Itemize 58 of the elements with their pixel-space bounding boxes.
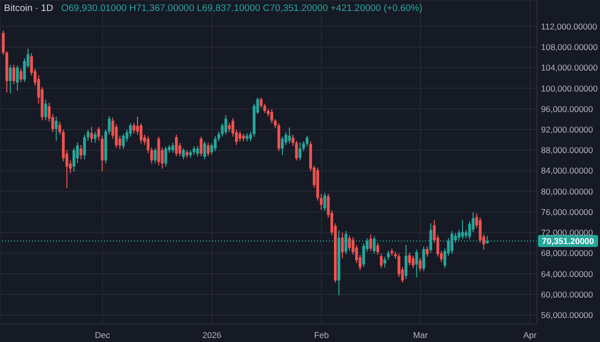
candlestick [461, 220, 464, 240]
x-tick-label: Feb [314, 330, 330, 340]
candlestick [288, 126, 291, 144]
candlestick [54, 116, 58, 142]
candlestick [196, 145, 199, 157]
y-tick-label: 68,000.00000 [541, 248, 594, 258]
candlestick [164, 146, 168, 168]
candlestick [418, 257, 422, 272]
y-tick-label: 56,000.00000 [541, 310, 594, 320]
candlestick [44, 99, 48, 121]
chart-subtitle: O69,930.01000 H71,367.00000 L69,837.10000 C70,351.20000 +421.20000 (+0.60%) [61, 3, 422, 14]
y-tick-label: 84,000.00000 [541, 166, 594, 176]
candlestick [228, 122, 231, 133]
candlestick [200, 136, 203, 157]
candlestick [122, 133, 125, 150]
candlestick [174, 134, 178, 157]
candlestick [348, 235, 351, 252]
candlestick [298, 142, 302, 161]
candlestick [404, 244, 408, 280]
candlestick [306, 135, 308, 147]
candlestick [12, 64, 16, 85]
chart-title: Bitcoin · 1D [4, 3, 54, 14]
y-tick-label: 76,000.00000 [541, 206, 594, 217]
y-tick-label: 64,000.00000 [541, 268, 594, 279]
ref-line-label: 70,351.20000 [542, 236, 594, 246]
y-tick-label: 60,000.00000 [541, 289, 594, 300]
candlestick [415, 249, 418, 278]
candlestick [341, 232, 344, 259]
y-tick-label: 72,000.00000 [541, 228, 594, 238]
candlestick [224, 114, 228, 136]
x-tick-label: Mar [413, 330, 428, 340]
y-tick-label: 80,000.00000 [541, 186, 594, 196]
candlestick [408, 252, 411, 266]
candlestick [154, 148, 157, 164]
candlestick [8, 64, 12, 94]
candlestick [16, 65, 19, 92]
x-tick-label: 2026 [202, 330, 222, 340]
y-tick-label: 96,000.00000 [541, 104, 594, 114]
candlestick [323, 192, 326, 212]
x-tick-label: Apr [523, 330, 537, 340]
x-tick-label: Dec [94, 330, 111, 340]
candlestick [80, 144, 82, 160]
candlestick [280, 136, 284, 156]
candlestick [380, 253, 383, 269]
candlestick [203, 140, 206, 160]
y-tick-label: 100,000.00000 [541, 83, 598, 94]
candlestick [108, 116, 111, 136]
y-tick-label: 108,000.00000 [541, 42, 598, 52]
candlestick [182, 148, 185, 160]
y-tick-label: 88,000.00000 [541, 145, 594, 156]
y-tick-label: 92,000.00000 [541, 124, 594, 135]
candlestick [94, 131, 97, 144]
candlestick [238, 130, 242, 142]
y-tick-label: 104,000.00000 [541, 62, 598, 73]
candlestick [412, 255, 414, 269]
y-tick-label: 112,000.00000 [541, 21, 598, 32]
candlestick [90, 126, 93, 143]
candlestick [20, 68, 22, 83]
